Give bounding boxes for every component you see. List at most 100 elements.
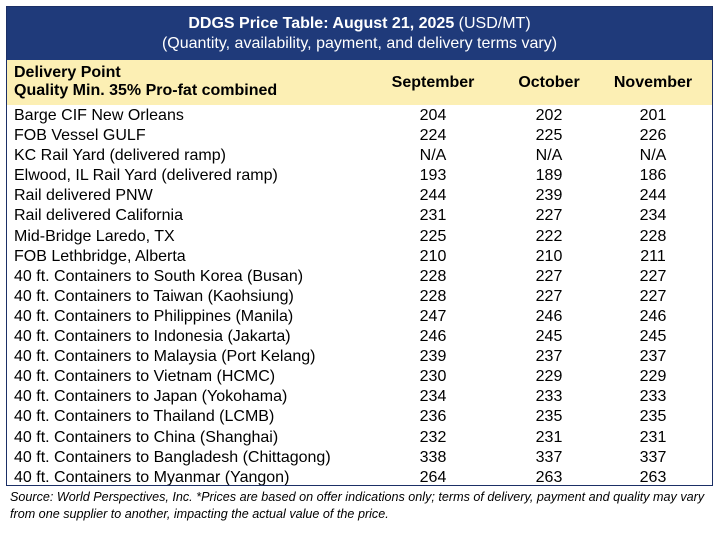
delivery-point-cell: FOB Vessel GULF bbox=[14, 127, 146, 145]
delivery-point-cell: 40 ft. Containers to China (Shanghai) bbox=[14, 428, 279, 446]
table-row: 40 ft. Containers to Thailand (LCMB) 236 2… bbox=[6, 407, 713, 427]
november-price-cell: 226 bbox=[639, 127, 667, 145]
september-price-cell: 234 bbox=[419, 388, 447, 406]
october-price-cell: 237 bbox=[535, 348, 563, 366]
delivery-point-cell: 40 ft. Containers to Philippines (Manila… bbox=[14, 307, 294, 325]
november-price-cell: 227 bbox=[639, 267, 667, 285]
november-price-cell: 246 bbox=[639, 307, 667, 325]
september-price-cell: 228 bbox=[419, 287, 447, 305]
september-price-cell: 244 bbox=[419, 187, 447, 205]
september-price-cell: 246 bbox=[419, 328, 447, 346]
october-price-cell: 227 bbox=[535, 207, 563, 225]
delivery-point-header: Delivery Point Quality Min. 35% Pro-fat … bbox=[14, 64, 277, 100]
november-price-cell: 244 bbox=[639, 187, 667, 205]
delivery-point-cell: Mid-Bridge Laredo, TX bbox=[14, 227, 175, 245]
table-subtitle: (Quantity, availability, payment, and de… bbox=[161, 35, 558, 52]
delivery-point-cell: 40 ft. Containers to Bangladesh (Chittag… bbox=[14, 448, 331, 466]
november-price-cell: N/A bbox=[639, 147, 667, 165]
table-row: 40 ft. Containers to Taiwan (Kaohsiung) 2… bbox=[6, 287, 713, 307]
table-row: FOB Lethbridge, Alberta 210 210 211 bbox=[6, 247, 713, 267]
september-price-cell: 231 bbox=[419, 207, 447, 225]
november-price-cell: 233 bbox=[639, 388, 667, 406]
october-price-cell: 225 bbox=[535, 127, 563, 145]
october-price-cell: 231 bbox=[535, 428, 563, 446]
october-price-cell: 222 bbox=[535, 227, 563, 245]
september-price-cell: 264 bbox=[419, 468, 447, 486]
table-title-bar: DDGS Price Table: August 21, 2025 (USD/M… bbox=[6, 6, 713, 60]
november-price-cell: 234 bbox=[639, 207, 667, 225]
september-price-cell: 230 bbox=[419, 368, 447, 386]
table-header: Delivery Point Quality Min. 35% Pro-fat … bbox=[6, 60, 713, 105]
table-border bbox=[6, 6, 713, 486]
september-price-cell: N/A bbox=[419, 147, 447, 165]
november-price-cell: 263 bbox=[639, 468, 667, 486]
source-note: Source: World Perspectives, Inc. *Prices… bbox=[10, 490, 705, 521]
november-price-cell: 228 bbox=[639, 227, 667, 245]
column-header-october: October bbox=[518, 74, 580, 91]
table-row: FOB Vessel GULF 224 225 226 bbox=[6, 126, 713, 146]
delivery-point-cell: 40 ft. Containers to Japan (Yokohama) bbox=[14, 388, 288, 406]
table-row: 40 ft. Containers to Malaysia (Port Kela… bbox=[6, 347, 713, 367]
november-price-cell: 235 bbox=[639, 408, 667, 426]
october-price-cell: 227 bbox=[535, 287, 563, 305]
delivery-point-cell: 40 ft. Containers to South Korea (Busan) bbox=[14, 267, 304, 285]
delivery-point-cell: 40 ft. Containers to Thailand (LCMB) bbox=[14, 408, 275, 426]
table-row: Elwood, IL Rail Yard (delivered ramp) 193… bbox=[6, 166, 713, 186]
delivery-point-cell: 40 ft. Containers to Malaysia (Port Kela… bbox=[14, 348, 316, 366]
october-price-cell: 227 bbox=[535, 267, 563, 285]
delivery-point-cell: Rail delivered PNW bbox=[14, 187, 153, 205]
table-row: Barge CIF New Orleans 204 202 201 bbox=[6, 106, 713, 126]
september-price-cell: 204 bbox=[419, 107, 447, 124]
table-row: 40 ft. Containers to Indonesia (Jakarta)… bbox=[6, 327, 713, 347]
delivery-point-cell: Barge CIF New Orleans bbox=[14, 107, 184, 124]
october-price-cell: 239 bbox=[535, 187, 563, 205]
table-title-unit: (USD/MT) bbox=[454, 15, 531, 32]
table-row: Rail delivered California 231 227 234 bbox=[6, 206, 713, 226]
delivery-point-label: Delivery Point bbox=[14, 64, 121, 81]
quality-label: Quality Min. 35% Pro-fat combined bbox=[14, 82, 278, 99]
october-price-cell: 235 bbox=[535, 408, 563, 426]
delivery-point-cell: 40 ft. Containers to Vietnam (HCMC) bbox=[14, 368, 276, 386]
table-row: 40 ft. Containers to China (Shanghai) 232… bbox=[6, 428, 713, 448]
october-price-cell: 189 bbox=[535, 167, 563, 185]
october-price-cell: 202 bbox=[535, 107, 563, 124]
table-body: Barge CIF New Orleans 204 202 201 FOB Vessel… bbox=[6, 106, 713, 488]
october-price-cell: 233 bbox=[535, 388, 563, 406]
september-price-cell: 247 bbox=[419, 307, 447, 325]
table-title-main: DDGS Price Table: August 21, 2025 bbox=[188, 15, 455, 32]
october-price-cell: 246 bbox=[535, 307, 563, 325]
november-price-cell: 237 bbox=[639, 348, 667, 366]
delivery-point-cell: KC Rail Yard (delivered ramp) bbox=[14, 147, 226, 165]
table-row: KC Rail Yard (delivered ramp) N/A N/A N/A bbox=[6, 146, 713, 166]
delivery-point-cell: 40 ft. Containers to Indonesia (Jakarta) bbox=[14, 328, 291, 346]
october-price-cell: 337 bbox=[535, 448, 563, 466]
september-price-cell: 236 bbox=[419, 408, 447, 426]
november-price-cell: 229 bbox=[639, 368, 667, 386]
october-price-cell: 263 bbox=[535, 468, 563, 486]
table-row: Rail delivered PNW 244 239 244 bbox=[6, 186, 713, 206]
delivery-point-cell: Rail delivered California bbox=[14, 207, 183, 225]
november-price-cell: 245 bbox=[639, 328, 667, 346]
october-price-cell: N/A bbox=[535, 147, 563, 165]
table-row: 40 ft. Containers to South Korea (Busan)… bbox=[6, 267, 713, 287]
table-row: 40 ft. Containers to Japan (Yokohama) 234… bbox=[6, 387, 713, 407]
november-price-cell: 231 bbox=[639, 428, 667, 446]
november-price-cell: 186 bbox=[639, 167, 667, 185]
october-price-cell: 210 bbox=[535, 247, 563, 265]
october-price-cell: 245 bbox=[535, 328, 563, 346]
column-header-september: September bbox=[391, 74, 475, 91]
table-row: 40 ft. Containers to Myanmar (Yangon) 264… bbox=[6, 468, 713, 488]
november-price-cell: 337 bbox=[639, 448, 667, 466]
table-row: 40 ft. Containers to Bangladesh (Chittag… bbox=[6, 448, 713, 468]
october-price-cell: 229 bbox=[535, 368, 563, 386]
september-price-cell: 193 bbox=[419, 167, 447, 185]
september-price-cell: 228 bbox=[419, 267, 447, 285]
delivery-point-cell: 40 ft. Containers to Taiwan (Kaohsiung) bbox=[14, 287, 294, 305]
november-price-cell: 227 bbox=[639, 287, 667, 305]
november-price-cell: 201 bbox=[639, 107, 667, 124]
september-price-cell: 239 bbox=[419, 348, 447, 366]
september-price-cell: 224 bbox=[419, 127, 447, 145]
delivery-point-cell: 40 ft. Containers to Myanmar (Yangon) bbox=[14, 468, 290, 486]
november-price-cell: 211 bbox=[640, 247, 666, 265]
september-price-cell: 210 bbox=[419, 247, 447, 265]
